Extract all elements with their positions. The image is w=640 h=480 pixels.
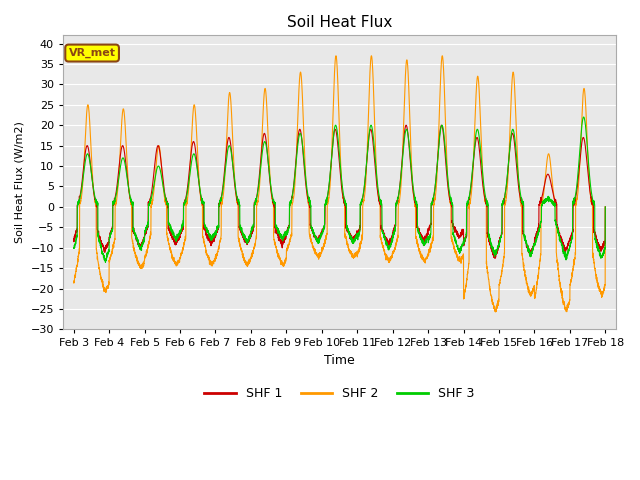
SHF 3 — [459, 242, 467, 248]
SHF 1 — [602, 204, 609, 210]
SHF 3 — [102, 260, 109, 265]
SHF 3 — [320, 225, 328, 231]
SHF 3 — [601, 245, 609, 251]
SHF 3 — [580, 114, 588, 120]
SHF 1 — [429, 196, 437, 202]
Line: SHF 1: SHF 1 — [74, 125, 605, 258]
SHF 3 — [602, 204, 609, 210]
Y-axis label: Soil Heat Flux (W/m2): Soil Heat Flux (W/m2) — [15, 121, 25, 243]
Legend: SHF 1, SHF 2, SHF 3: SHF 1, SHF 2, SHF 3 — [199, 383, 480, 406]
SHF 2 — [601, 284, 609, 290]
SHF 2 — [492, 309, 499, 315]
Line: SHF 3: SHF 3 — [74, 117, 605, 263]
SHF 3 — [70, 245, 77, 251]
SHF 1 — [319, 225, 327, 230]
SHF 2 — [459, 255, 467, 261]
SHF 1 — [491, 255, 499, 261]
X-axis label: Time: Time — [324, 354, 355, 367]
Text: VR_met: VR_met — [68, 48, 116, 58]
SHF 1 — [459, 229, 467, 235]
SHF 2 — [165, 242, 173, 248]
SHF 2 — [489, 301, 497, 307]
SHF 2 — [429, 236, 437, 241]
SHF 2 — [319, 244, 327, 250]
SHF 2 — [70, 279, 77, 285]
SHF 2 — [602, 204, 609, 210]
SHF 1 — [165, 228, 173, 234]
SHF 1 — [601, 240, 609, 246]
SHF 2 — [332, 53, 340, 59]
SHF 3 — [489, 247, 497, 252]
SHF 1 — [489, 252, 497, 257]
SHF 3 — [429, 196, 437, 202]
SHF 1 — [70, 239, 77, 244]
SHF 1 — [403, 122, 410, 128]
SHF 3 — [166, 223, 173, 228]
Title: Soil Heat Flux: Soil Heat Flux — [287, 15, 392, 30]
Line: SHF 2: SHF 2 — [74, 56, 605, 312]
